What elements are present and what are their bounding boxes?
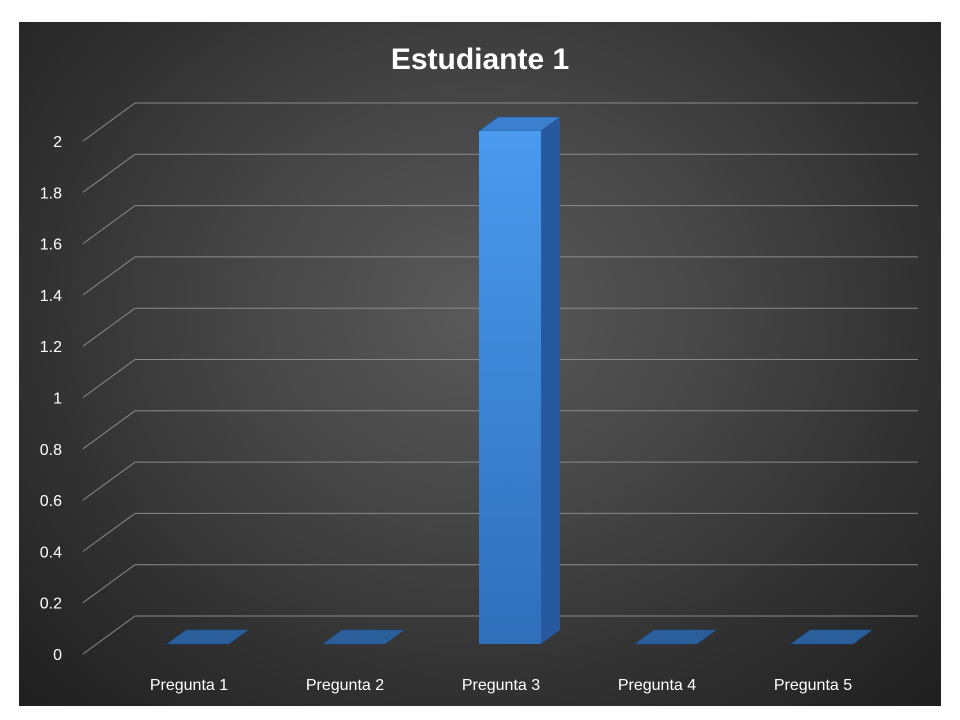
bar-side <box>541 117 560 644</box>
y-tick-label: 2 <box>53 134 62 151</box>
bar-front <box>479 131 541 644</box>
bar <box>322 629 405 645</box>
x-tick-label: Pregunta 2 <box>306 677 384 694</box>
bar-top <box>634 629 717 645</box>
gridline-side <box>82 512 136 552</box>
gridline-side <box>82 359 136 398</box>
y-tick-label: 0.8 <box>40 442 62 459</box>
bar-top <box>322 629 405 645</box>
x-tick-label: Pregunta 4 <box>618 677 696 694</box>
y-tick-label: 1.6 <box>40 237 62 254</box>
y-tick-label: 0.2 <box>40 596 62 613</box>
x-tick-label: Pregunta 3 <box>462 677 540 694</box>
gridline-side <box>82 205 136 245</box>
y-tick-label: 1.4 <box>40 288 62 305</box>
gridline-side <box>82 461 136 501</box>
bar-top <box>166 629 249 645</box>
gridline-side <box>82 307 136 347</box>
bar <box>478 116 561 644</box>
gridline-side <box>82 153 136 193</box>
y-tick-label: 1.2 <box>40 339 62 356</box>
bar <box>166 629 249 645</box>
gridline-side <box>82 564 136 604</box>
y-tick-label: 1.8 <box>40 185 62 202</box>
y-tick-label: 0 <box>53 647 62 664</box>
gridline-side <box>82 410 136 450</box>
bar <box>790 629 873 645</box>
bar <box>634 629 717 645</box>
gridline-side <box>82 102 136 142</box>
chart-title: Estudiante 1 <box>391 43 569 76</box>
x-tick-label: Pregunta 5 <box>774 677 852 694</box>
gridline-side <box>82 615 136 655</box>
y-tick-label: 0.6 <box>40 493 62 510</box>
bar-top <box>790 629 873 645</box>
y-tick-label: 1 <box>53 391 62 408</box>
y-tick-label: 0.4 <box>40 544 62 561</box>
gridline-side <box>82 256 136 296</box>
x-tick-label: Pregunta 1 <box>150 677 228 694</box>
